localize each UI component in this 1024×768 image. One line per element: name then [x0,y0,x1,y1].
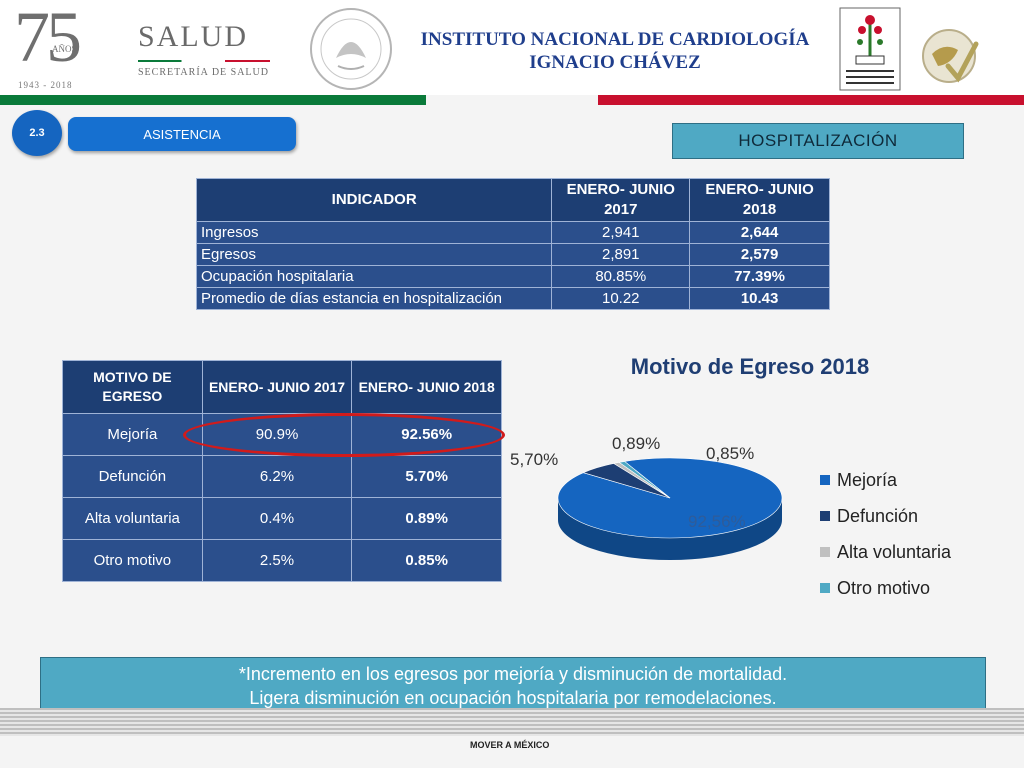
legend-label: Alta voluntaria [837,541,952,562]
note-line1: *Incremento en los egresos por mejoría y… [238,664,788,684]
green-stripe [0,95,426,105]
pie-side-wall [558,498,782,560]
table-cell: 0.89% [351,497,502,540]
legend-swatch [820,511,830,521]
indicator-table: INDICADOR ENERO- JUNIO 2017 ENERO- JUNIO… [195,178,830,310]
legend-swatch [820,547,830,557]
salud-divider [138,60,270,62]
table-cell: 2,579 [689,243,830,266]
legend-label: Mejoría [837,469,898,490]
table-cell: Otro motivo [62,539,203,582]
table-header: ENERO- JUNIO 2017 [201,360,353,414]
table-cell: 92.56% [351,413,502,456]
table-cell: 2.5% [201,539,353,582]
legend-label: Defunción [837,505,919,526]
table-header: INDICADOR [195,178,553,222]
pie-slice-otro-motivo [618,461,671,499]
table-row: Ingresos 2,941 2,644 [195,221,830,244]
logo-anos: AÑOS [52,44,77,54]
legend-swatch [820,583,830,593]
table-cell: Promedio de días estancia en hospitaliza… [195,287,553,310]
discharge-reason-table: MOTIVO DE EGRESO ENERO- JUNIO 2017 ENERO… [62,360,502,582]
75-years-logo: 75 AÑOS 1943 - 2018 [14,0,104,90]
legend-item: Alta voluntaria [820,534,1010,570]
table-row: Egresos 2,891 2,579 [195,243,830,266]
table-cell: 80.85% [551,265,691,288]
cardiology-institute-logo [839,7,901,91]
table-cell: 6.2% [201,455,353,498]
table-cell: 0.85% [351,539,502,582]
table-row: Ocupación hospitalaria 80.85% 77.39% [195,265,830,288]
table-cell: Ocupación hospitalaria [195,265,553,288]
table-cell: 77.39% [689,265,830,288]
table-cell: 10.43 [689,287,830,310]
table-row: Mejoría 90.9% 92.56% [62,413,502,456]
chart-legend: Mejoría Defunción Alta voluntaria Otro moti… [820,462,1010,606]
institute-line1: INSTITUTO NACIONAL DE CARDIOLOGÍA [420,29,810,50]
table-row: Otro motivo 2.5% 0.85% [62,539,502,582]
summary-note: *Incremento en los egresos por mejoría y… [40,657,986,715]
institute-line2: IGNACIO CHÁVEZ [529,52,701,73]
footer-brand: MOVER A MÉXICO [470,740,550,750]
table-cell: 2,891 [551,243,691,266]
table-header-row: MOTIVO DE EGRESO ENERO- JUNIO 2017 ENERO… [62,360,502,414]
subsection-title: HOSPITALIZACIÓN [672,123,964,159]
table-row: Defunción 6.2% 5.70% [62,455,502,498]
pie-data-label: 92,56% [688,512,746,531]
table-row: Alta voluntaria 0.4% 0.89% [62,497,502,540]
legend-item: Defunción [820,498,1010,534]
red-stripe [598,95,1024,105]
footer-stripes [0,708,1024,736]
logo-number: 75 [14,0,82,77]
chart-title: Motivo de Egreso 2018 [630,354,870,379]
salud-logo: SALUD SECRETARÍA DE SALUD [138,20,288,78]
table-cell: Alta voluntaria [62,497,203,540]
table-cell: 2,941 [551,221,691,244]
pie-chart [557,457,783,560]
header-bar [0,0,1024,95]
table-cell: 5.70% [351,455,502,498]
national-seal-icon [310,8,392,90]
salud-title: SALUD [138,20,249,53]
table-cell: Mejoría [62,413,203,456]
table-cell: Ingresos [195,221,553,244]
section-name-badge: ASISTENCIA [68,117,296,151]
logo-years: 1943 - 2018 [18,80,73,90]
table-cell: 90.9% [201,413,353,456]
table-cell: 0.4% [201,497,353,540]
legend-label: Otro motivo [837,577,931,598]
table-cell: 2,644 [689,221,830,244]
salud-subtitle: SECRETARÍA DE SALUD [138,67,269,78]
table-cell: Egresos [195,243,553,266]
table-header: ENERO- JUNIO 2017 [551,178,691,222]
table-header: ENERO- JUNIO 2018 [351,360,502,414]
legend-swatch [820,475,830,485]
institute-title: INSTITUTO NACIONAL DE CARDIOLOGÍA IGNACI… [380,28,850,74]
section-number-badge: 2.3 [12,110,62,156]
pie-data-label: 0,85% [706,444,755,463]
pie-data-label: 5,70% [510,450,559,469]
certification-globe-icon [922,29,979,83]
table-header: ENERO- JUNIO 2018 [689,178,830,222]
table-cell: Defunción [62,455,203,498]
note-line2: Ligera disminución en ocupación hospital… [249,688,777,708]
legend-item: Otro motivo [820,570,1010,606]
pie-data-label: 0,89% [612,434,661,453]
table-cell: 10.22 [551,287,691,310]
table-row: Promedio de días estancia en hospitaliza… [195,287,830,310]
table-header: MOTIVO DE EGRESO [62,360,203,414]
table-header-row: INDICADOR ENERO- JUNIO 2017 ENERO- JUNIO… [195,178,830,222]
legend-item: Mejoría [820,462,1010,498]
